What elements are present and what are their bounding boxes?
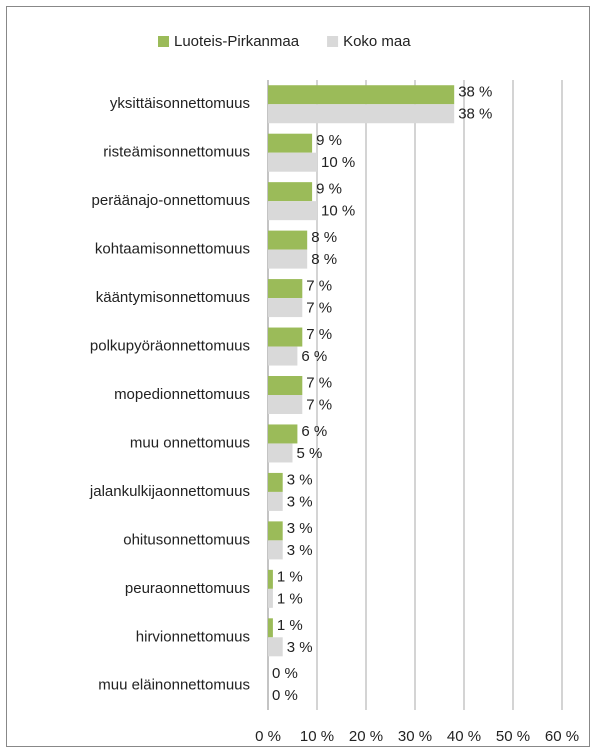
bar	[268, 443, 293, 463]
legend-swatch	[327, 36, 339, 47]
data-label: 7 %	[306, 374, 332, 391]
y-tick-label: jalankulkijaonnettomuus	[89, 483, 250, 500]
bar	[268, 637, 283, 657]
legend-swatch	[158, 36, 169, 47]
y-tick-label: kohtaamisonnettomuus	[95, 241, 250, 258]
bar	[268, 85, 455, 105]
x-tick-label: 50 %	[496, 728, 530, 745]
data-label: 8 %	[311, 251, 337, 268]
data-label: 7 %	[306, 278, 332, 295]
bar	[268, 201, 317, 221]
data-label: 3 %	[287, 542, 313, 559]
data-label: 10 %	[321, 154, 355, 171]
data-label: 0 %	[272, 665, 298, 682]
x-tick-label: 40 %	[447, 728, 481, 745]
y-tick-label: hirvionnettomuus	[136, 628, 250, 645]
data-label: 3 %	[287, 520, 313, 537]
y-tick-label: kääntymisonnettomuus	[96, 289, 250, 306]
data-label: 6 %	[301, 348, 327, 365]
bar	[268, 327, 303, 347]
x-tick-label: 20 %	[349, 728, 383, 745]
bar	[268, 491, 283, 511]
data-label: 38 %	[458, 106, 492, 123]
data-label: 10 %	[321, 203, 355, 220]
bar	[268, 424, 298, 444]
bar	[268, 395, 303, 414]
y-tick-label: risteämisonnettomuus	[103, 144, 250, 161]
y-tick-label: muu eläinonnettomuus	[98, 677, 250, 694]
data-label: 9 %	[316, 132, 342, 149]
x-tick-label: 10 %	[300, 728, 334, 745]
data-label: 0 %	[272, 687, 298, 704]
data-label: 1 %	[277, 568, 303, 585]
bar	[268, 230, 308, 250]
data-label: 7 %	[306, 326, 332, 343]
bar	[268, 472, 283, 492]
y-tick-label: muu onnettomuus	[130, 434, 250, 451]
bar	[268, 298, 303, 318]
x-tick-label: 30 %	[398, 728, 432, 745]
bar	[268, 182, 313, 202]
bar	[268, 569, 273, 589]
data-label: 7 %	[306, 300, 332, 317]
bar	[268, 279, 303, 299]
bar	[268, 521, 283, 541]
data-label: 7 %	[306, 396, 332, 413]
data-label: 1 %	[277, 617, 303, 634]
data-label: 9 %	[316, 181, 342, 198]
data-label: 3 %	[287, 471, 313, 488]
y-tick-label: polkupyöräonnettomuus	[90, 338, 250, 355]
bar	[268, 152, 317, 172]
y-tick-label: mopedionnettomuus	[114, 386, 250, 403]
bar	[268, 346, 298, 366]
y-tick-label: peräänajo-onnettomuus	[92, 192, 250, 209]
legend-label: Koko maa	[343, 33, 411, 50]
data-label: 3 %	[287, 493, 313, 510]
data-label: 5 %	[297, 445, 323, 462]
bar	[268, 376, 303, 395]
x-tick-label: 60 %	[545, 728, 579, 745]
y-tick-label: peuraonnettomuus	[125, 580, 250, 597]
bar	[268, 618, 273, 638]
bar	[268, 249, 308, 269]
data-label: 1 %	[277, 590, 303, 607]
bar	[268, 133, 313, 153]
data-label: 8 %	[311, 229, 337, 246]
bar	[268, 540, 283, 560]
y-tick-label: ohitusonnettomuus	[123, 531, 250, 548]
bar	[268, 104, 455, 124]
x-tick-label: 0 %	[255, 728, 281, 745]
legend-label: Luoteis-Pirkanmaa	[174, 33, 300, 50]
data-label: 3 %	[287, 639, 313, 656]
bar	[268, 588, 273, 608]
y-tick-label: yksittäisonnettomuus	[110, 95, 250, 112]
data-label: 6 %	[301, 423, 327, 440]
data-label: 38 %	[458, 84, 492, 101]
